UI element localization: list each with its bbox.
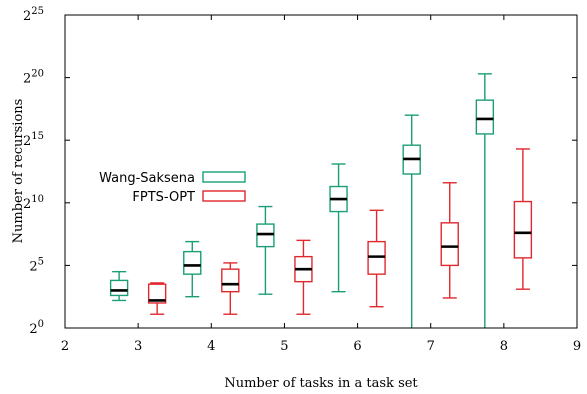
y-tick-exponent: 5 [38, 256, 44, 267]
legend: Wang-Saksena FPTS-OPT [99, 171, 246, 205]
y-tick-base: 2 [23, 134, 31, 149]
x-tick-label: 2 [61, 339, 69, 354]
y-tick-label: 210 [23, 194, 44, 212]
boxes-layer [109, 73, 533, 328]
series-fpts-opt [147, 148, 533, 315]
legend-label: Wang-Saksena [99, 171, 195, 186]
y-tick-base: 2 [23, 72, 31, 87]
y-axis-label: Number of recursions [11, 99, 26, 244]
plot-frame [64, 14, 578, 329]
legend-label: FPTS-OPT [132, 190, 195, 205]
box-iqr [513, 200, 533, 259]
legend-swatch [202, 171, 246, 183]
y-tick-label: 220 [23, 69, 44, 87]
y-tick-base: 2 [23, 197, 31, 212]
y-tick-exponent: 20 [31, 69, 44, 80]
x-tick-label: 9 [573, 339, 581, 354]
x-tick-label: 8 [500, 339, 508, 354]
series-wang-saksena [109, 73, 495, 328]
box-iqr [475, 99, 495, 135]
box-iqr [109, 279, 129, 297]
x-tick-label: 4 [207, 339, 215, 354]
box-iqr [147, 283, 167, 304]
y-tick-exponent: 0 [38, 319, 44, 330]
x-tick-label: 6 [353, 339, 361, 354]
x-axis-label: Number of tasks in a task set [224, 376, 418, 391]
x-tick-label: 5 [280, 339, 288, 354]
y-tick-base: 2 [29, 259, 37, 274]
x-tick-label: 3 [134, 339, 142, 354]
y-tick-exponent: 25 [31, 6, 44, 17]
y-tick-label: 25 [29, 256, 44, 274]
box-iqr [221, 268, 240, 293]
y-tick-label: 20 [29, 319, 44, 337]
box-iqr [440, 222, 459, 267]
box-iqr [183, 250, 202, 275]
x-tick-label: 7 [427, 339, 435, 354]
legend-swatch [202, 190, 246, 202]
y-tick-label: 225 [23, 6, 44, 24]
y-tick-label: 215 [23, 131, 44, 149]
y-tick-exponent: 10 [31, 194, 44, 205]
y-tick-exponent: 15 [31, 131, 44, 142]
y-tick-base: 2 [23, 9, 31, 24]
y-tick-base: 2 [29, 322, 37, 337]
